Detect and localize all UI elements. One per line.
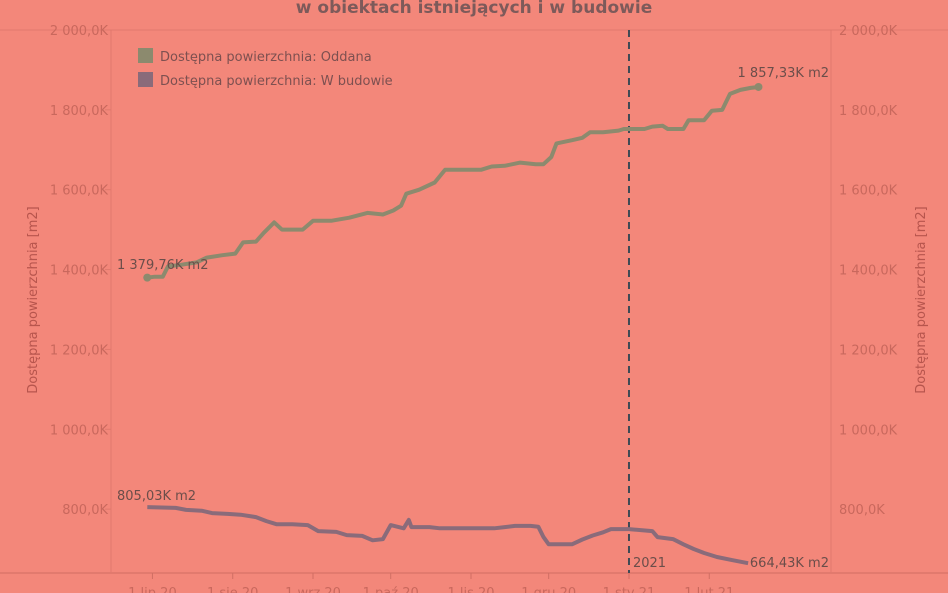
legend-label-w-budowie: Dostępna powierzchnia: W budowie [160, 74, 393, 89]
y-tick-label-left: 1 000,0K [50, 423, 109, 438]
y-tick-label-right: 1 600,0K [839, 184, 898, 199]
y-tick-label-right: 1 200,0K [839, 343, 898, 358]
x-tick-label: 1 wrz 20 [285, 586, 341, 593]
legend-swatch-w-budowie [138, 72, 153, 87]
x-tick-label: 1 lis 20 [447, 586, 494, 593]
y-tick-label-left: 2 000,0K [50, 24, 109, 39]
series-end-point-oddana [754, 82, 763, 91]
y-tick-label-right: 800,0K [839, 503, 885, 518]
series-start-label-w-budowie: 805,03K m2 [117, 489, 196, 504]
x-tick-label: 1 sie 20 [207, 586, 258, 593]
y-ticks-right: 800,0K 1 000,0K 1 200,0K 1 400,0K 1 600,0K 1 … [839, 24, 898, 518]
x-tick-label: 1 paź 20 [363, 586, 419, 593]
y-tick-label-right: 2 000,0K [839, 24, 898, 39]
x-tick-label: 1 sty 21 [603, 586, 656, 593]
x-tick-label: 1 lip 20 [128, 586, 177, 593]
y-tick-label-right: 1 400,0K [839, 264, 898, 279]
y-tick-label-left: 1 200,0K [50, 343, 109, 358]
x-tick-label: 1 lut 21 [684, 586, 734, 593]
x-ticks: 1 lip 20 1 sie 20 1 wrz 20 1 paź 20 1 lis 20… [128, 573, 734, 593]
y-tick-label-left: 1 800,0K [50, 104, 109, 119]
series-line-oddana [147, 85, 759, 280]
legend-swatch-oddana [138, 48, 153, 63]
y-axis-title-left: Dostępna powierzchnia [m2] [26, 206, 41, 393]
series-end-label-oddana: 1 857,33K m2 [738, 66, 829, 81]
y-tick-label-right: 1 800,0K [839, 104, 898, 119]
y-axis-title-right: Dostępna powierzchnia [m2] [914, 206, 929, 393]
series-start-label-oddana: 1 379,76K m2 [117, 258, 208, 273]
x-tick-label: 1 gru 20 [521, 586, 576, 593]
chart-title: w obiektach istniejących i w budowie [296, 0, 652, 18]
reference-line-label: 2021 [633, 556, 666, 571]
y-tick-label-right: 1 000,0K [839, 423, 898, 438]
y-tick-label-left: 1 400,0K [50, 264, 109, 279]
series-start-point-oddana [143, 273, 152, 282]
y-ticks-left: 800,0K 1 000,0K 1 200,0K 1 400,0K 1 600,0K 1 … [50, 24, 111, 518]
y-tick-label-left: 800,0K [62, 503, 108, 518]
series-end-label-w-budowie: 664,43K m2 [750, 556, 829, 571]
y-tick-label-left: 1 600,0K [50, 184, 109, 199]
series-line-w-budowie [147, 505, 749, 566]
legend: Dostępna powierzchnia: Oddana Dostępna p… [138, 48, 393, 89]
legend-label-oddana: Dostępna powierzchnia: Oddana [160, 50, 372, 65]
